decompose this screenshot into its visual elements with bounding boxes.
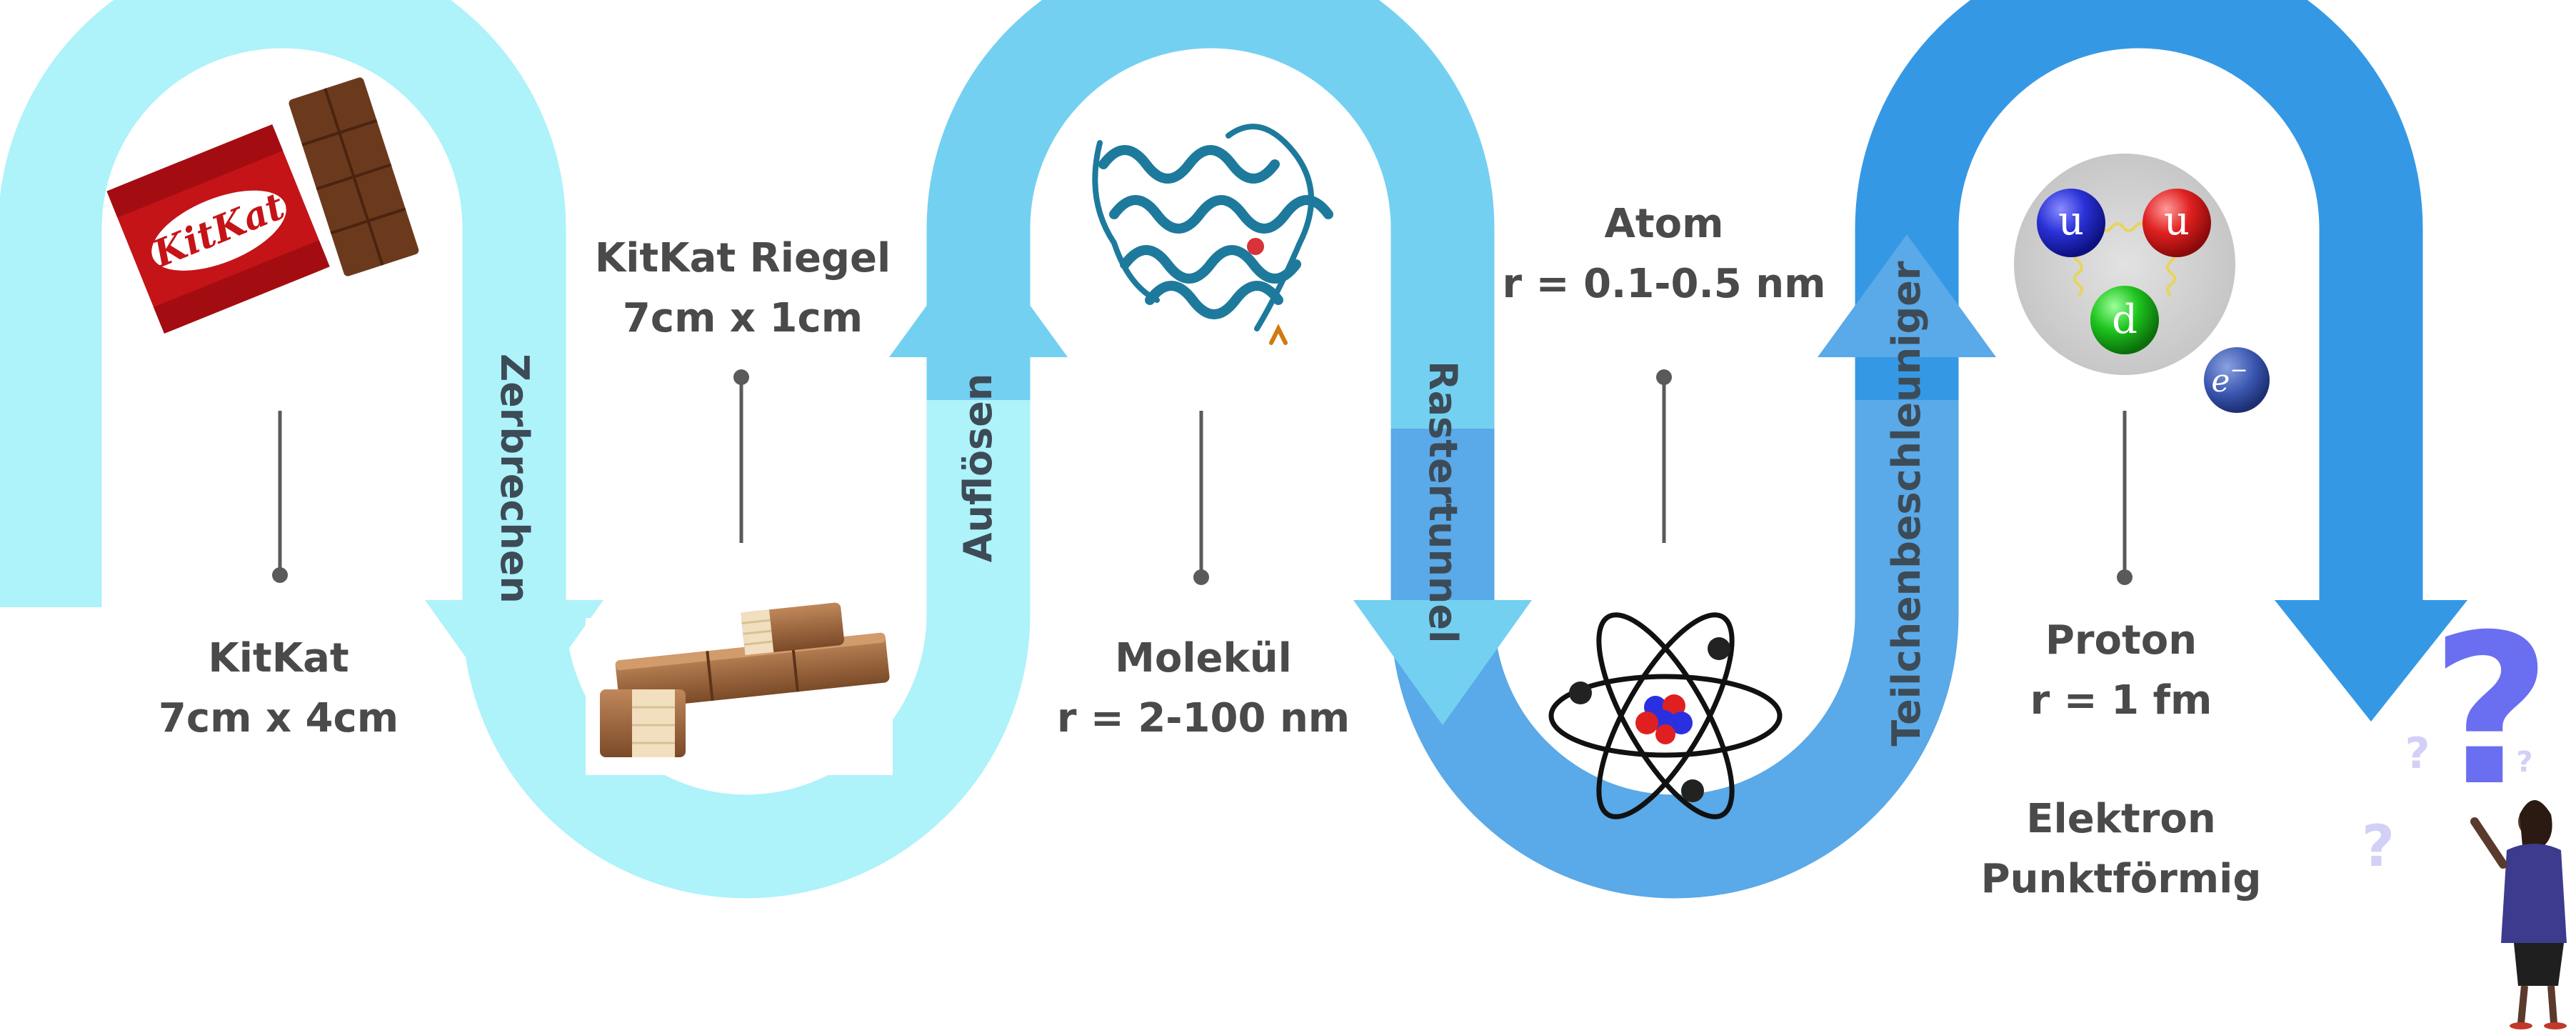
step-label-teilchenbeschleuniger: Teilchenbeschleuniger [1884, 261, 1929, 747]
stem-dot-riegel [733, 369, 749, 385]
band-segment-4 [1390, 400, 1959, 899]
quark-u-right-label: u [2164, 198, 2190, 244]
arrow-up-aufloesen [889, 234, 1068, 357]
electron-ball [2204, 347, 2270, 413]
molecule-image [1092, 124, 1333, 345]
stems [272, 369, 2133, 585]
kitkat-wrapper-image: KitKat [106, 77, 419, 334]
band-segment-1 [0, 0, 566, 607]
stage-name-riegel: KitKat Riegel [594, 235, 891, 281]
stage-name-molekuel: Molekül [1115, 635, 1292, 682]
person-illustration [2470, 800, 2567, 1029]
stage-label-atom: Atom r = 0.1-0.5 nm [1478, 194, 1850, 314]
stage-label-kitkat: KitKat 7cm x 4cm [136, 629, 421, 749]
stage-size-proton: r = 1 fm [2030, 677, 2212, 724]
stem-dot-kitkat [272, 567, 288, 583]
question-figure: ? ? ? ? [2362, 591, 2567, 1029]
serpentine-band [0, 0, 2423, 899]
step-label-zerbrechen: Zerbrechen [492, 354, 537, 604]
stem-dot-atom [1656, 369, 1672, 385]
atom-image [1548, 612, 1783, 819]
quark-u-left-label: u [2058, 198, 2084, 244]
stage-size-elektron: Punktförmig [1980, 856, 2262, 902]
quark-u-right [2143, 189, 2211, 257]
question-mark-small-1: ? [2405, 729, 2430, 779]
question-mark-small-2: ? [2362, 813, 2395, 879]
kitkat-bars-image [586, 602, 893, 775]
stage-size-atom: r = 0.1-0.5 nm [1502, 261, 1826, 307]
arrow-down-zerbrechen [425, 600, 603, 725]
stem-dot-proton [2117, 569, 2133, 585]
quark-d [2090, 286, 2159, 354]
stage-label-molekuel: Molekül r = 2-100 nm [1043, 629, 1364, 749]
stage-size-riegel: 7cm x 1cm [622, 295, 863, 341]
arrow-down-rastertunnel [1353, 600, 1532, 725]
band-segment-2 [462, 400, 1031, 899]
stage-name-proton: Proton [2045, 617, 2197, 664]
stage-size-kitkat: 7cm x 4cm [158, 695, 399, 742]
stage-name-kitkat: KitKat [208, 635, 349, 682]
quark-d-label: d [2112, 296, 2138, 343]
step-label-aufloesen: Auflösen [956, 373, 1001, 563]
band-segment-3 [926, 0, 1495, 429]
arrow-up-teilchenbeschleuniger [1818, 234, 1996, 357]
stage-label-proton: Proton r = 1 fm [1978, 611, 2264, 731]
stage-size-molekuel: r = 2-100 nm [1056, 695, 1350, 742]
stage-name-atom: Atom [1604, 201, 1724, 247]
band-segment-5 [1855, 0, 2423, 607]
atom-nucleus [1635, 694, 1693, 744]
stage-label-riegel: KitKat Riegel 7cm x 1cm [571, 229, 914, 349]
stage-label-elektron: Elektron Punktförmig [1964, 789, 2278, 909]
stage-name-elektron: Elektron [2026, 796, 2216, 842]
step-label-rastertunnel: Rastertunnel [1420, 361, 1465, 644]
question-mark-large: ? [2431, 591, 2551, 832]
arrow-down-final [2275, 600, 2467, 722]
proton-image: u u d e− [2014, 154, 2270, 413]
question-mark-small-3: ? [2516, 746, 2532, 779]
stem-dot-molekuel [1193, 569, 1209, 585]
electron-symbol: e− [2211, 358, 2247, 399]
quark-u-left [2037, 189, 2105, 257]
